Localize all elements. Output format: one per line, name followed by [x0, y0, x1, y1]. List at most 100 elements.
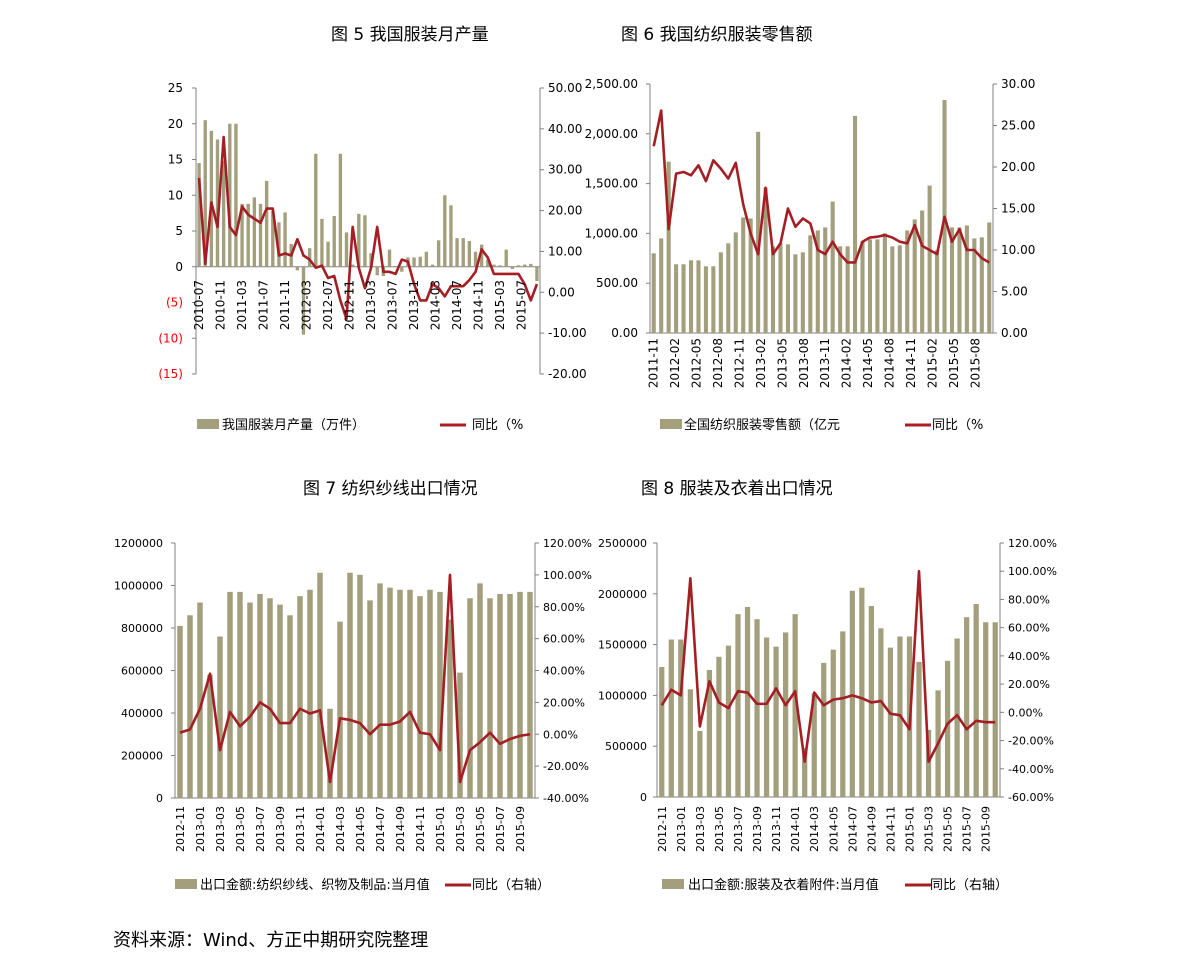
bar — [741, 217, 746, 333]
bar — [510, 266, 515, 269]
right-tick-label: 0.00 — [548, 285, 575, 299]
bar — [363, 215, 367, 267]
bar — [332, 215, 336, 267]
x-tick-label: 2014-07 — [450, 280, 464, 330]
bar — [696, 260, 701, 333]
legend-bar-swatch — [662, 879, 684, 889]
bar — [716, 656, 722, 797]
bar — [467, 241, 472, 267]
right-tick-label: 100.00% — [1008, 565, 1057, 578]
bar — [763, 637, 770, 797]
bar — [228, 123, 232, 267]
x-tick-label: 2011-11 — [278, 280, 292, 330]
bar — [718, 252, 723, 333]
legend-line-label: 同比（% — [932, 418, 983, 433]
bar — [527, 591, 533, 799]
bar — [823, 227, 828, 333]
bar — [287, 615, 293, 798]
bar — [711, 266, 716, 333]
x-tick-label: 2013-05 — [713, 806, 726, 852]
bar — [430, 264, 435, 267]
bar — [497, 594, 503, 798]
x-tick-label: 2014-07 — [846, 806, 859, 852]
fig5-title: 图 5 我国服装月产量 — [331, 25, 489, 45]
bar — [979, 237, 984, 333]
right-tick-label: 10.00 — [548, 244, 582, 258]
left-tick-label: 1200000 — [114, 537, 163, 550]
bar — [367, 600, 373, 799]
x-tick-label: 2015-05 — [942, 806, 955, 852]
left-tick-label: 10 — [168, 188, 183, 202]
left-tick-label: 2000000 — [598, 588, 647, 601]
x-tick-label: 2011-03 — [235, 280, 249, 330]
bar — [400, 266, 404, 272]
bar — [264, 180, 269, 267]
right-tick-label: 20.00 — [1001, 160, 1035, 174]
bar — [337, 621, 343, 799]
bar — [725, 645, 732, 797]
bar — [668, 639, 674, 797]
bar — [697, 730, 703, 797]
x-tick-label: 2014-09 — [394, 806, 407, 852]
bar — [838, 246, 843, 333]
x-tick-label: 2013-03 — [694, 806, 707, 852]
x-tick-label: 2013-11 — [770, 806, 783, 852]
bar — [486, 259, 490, 267]
x-tick-label: 2015-01 — [903, 806, 916, 852]
x-tick-label: 2014-07 — [374, 806, 387, 852]
left-tick-label: 2500000 — [598, 537, 647, 550]
bar — [733, 232, 738, 333]
x-tick-label: 2015-05 — [474, 806, 487, 852]
bar — [479, 244, 484, 267]
x-tick-label: 2010-11 — [214, 280, 228, 330]
bar — [957, 227, 962, 333]
x-tick-label: 2014-11 — [884, 806, 897, 852]
bar — [920, 210, 925, 333]
bar — [744, 607, 751, 797]
right-tick-label: -20.00 — [548, 367, 587, 381]
bar — [800, 252, 805, 333]
x-tick-label: 2013-11 — [407, 280, 421, 330]
right-tick-label: -20.00% — [543, 760, 589, 773]
x-tick-label: 2015-05 — [947, 338, 961, 388]
bar — [754, 619, 760, 797]
x-tick-label: 2015-07 — [961, 806, 974, 852]
left-tick-label: 1000000 — [598, 689, 647, 702]
bar — [821, 662, 827, 797]
left-tick-label: 0.00 — [611, 326, 638, 340]
legend-bar-label: 我国服装月产量（万件） — [222, 418, 365, 433]
left-tick-label: (10) — [158, 331, 183, 345]
left-tick-label: 15 — [168, 153, 183, 167]
bar — [882, 233, 887, 333]
bar — [925, 729, 932, 797]
bar — [845, 246, 850, 333]
x-tick-label: 2014-11 — [472, 280, 486, 330]
bar — [830, 201, 835, 333]
bar — [987, 222, 992, 333]
x-tick-label: 2012-11 — [174, 806, 187, 852]
x-tick-label: 2012-08 — [711, 338, 725, 388]
bar — [207, 674, 213, 798]
x-tick-label: 2014-03 — [808, 806, 821, 852]
bar — [407, 589, 413, 798]
bar — [651, 253, 656, 333]
right-tick-label: 0.00% — [543, 728, 578, 741]
bar — [477, 583, 483, 799]
bar — [377, 583, 383, 799]
bar — [457, 672, 463, 799]
bar — [347, 572, 353, 798]
x-tick-label: 2015-03 — [923, 806, 936, 852]
bar — [437, 591, 443, 799]
right-tick-label: 120.00% — [543, 537, 592, 550]
bar — [277, 222, 281, 267]
left-tick-label: 1,500.00 — [585, 177, 638, 191]
x-tick-label: 2012-11 — [732, 338, 746, 388]
bar — [412, 257, 416, 267]
bar — [307, 248, 312, 267]
bar — [461, 238, 465, 267]
bar — [307, 589, 313, 798]
left-tick-label: 2,000.00 — [585, 127, 638, 141]
right-tick-label: 25.00 — [1001, 119, 1035, 133]
x-tick-label: 2012-07 — [321, 280, 335, 330]
